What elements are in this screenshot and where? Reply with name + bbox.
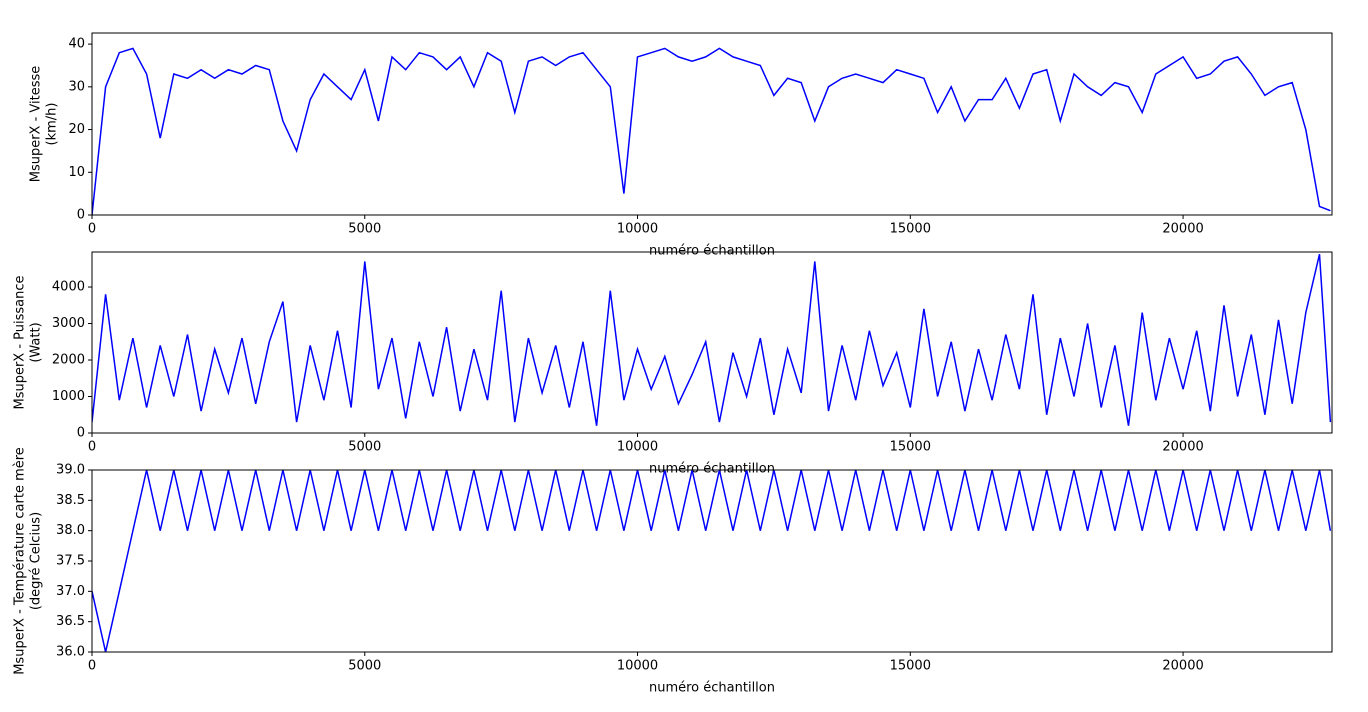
x-tick-label: 20000	[1162, 659, 1203, 674]
y-tick-label: 1000	[52, 389, 85, 404]
y-tick-label: 0	[77, 426, 85, 441]
y-axis-label: (degré Celcius)	[29, 512, 44, 610]
y-axis-label: (km/h)	[45, 103, 60, 146]
y-tick-label: 36.5	[56, 614, 85, 629]
x-tick-label: 15000	[890, 659, 931, 674]
axes-frame	[91, 469, 1333, 653]
x-tick-label: 0	[88, 659, 96, 674]
y-tick-label: 20	[68, 122, 85, 137]
x-tick-label: 10000	[617, 659, 658, 674]
x-axis-label: numéro échantillon	[649, 681, 775, 696]
axes-frame	[91, 32, 1333, 216]
y-tick-label: 40	[68, 37, 85, 52]
data-line	[92, 47, 1331, 215]
axes-frame	[91, 251, 1333, 434]
data-line	[92, 254, 1332, 426]
y-tick-label: 4000	[52, 280, 85, 295]
y-axis-label: (Watt)	[29, 322, 44, 362]
x-axis-label: numéro échantillon	[649, 462, 775, 477]
y-axis-label: MsuperX - Température carte mère	[13, 447, 28, 675]
y-tick-label: 37.5	[56, 554, 85, 569]
x-tick-label: 20000	[1162, 440, 1203, 455]
y-tick-label: 38.0	[56, 523, 85, 538]
x-tick-label: 10000	[617, 222, 658, 237]
y-tick-label: 38.5	[56, 493, 85, 508]
y-axis-label: MsuperX - Vitesse	[29, 66, 44, 183]
x-tick-label: 20000	[1162, 222, 1203, 237]
y-tick-label: 39.0	[56, 463, 85, 478]
data-line	[92, 470, 1332, 652]
x-tick-label: 10000	[617, 440, 658, 455]
y-tick-label: 3000	[52, 316, 85, 331]
x-tick-label: 5000	[348, 222, 381, 237]
y-tick-label: 10	[68, 165, 85, 180]
y-tick-label: 37.0	[56, 584, 85, 599]
x-tick-label: 5000	[348, 659, 381, 674]
x-axis-label: numéro échantillon	[649, 244, 775, 259]
x-tick-label: 0	[88, 440, 96, 455]
y-tick-label: 2000	[52, 353, 85, 368]
y-axis-label: MsuperX - Puissance	[13, 275, 28, 409]
x-tick-label: 5000	[348, 440, 381, 455]
x-tick-label: 0	[88, 222, 96, 237]
x-tick-label: 15000	[890, 440, 931, 455]
y-tick-label: 36.0	[56, 645, 85, 660]
y-tick-label: 0	[77, 208, 85, 223]
x-tick-label: 15000	[890, 222, 931, 237]
y-tick-label: 30	[68, 79, 85, 94]
